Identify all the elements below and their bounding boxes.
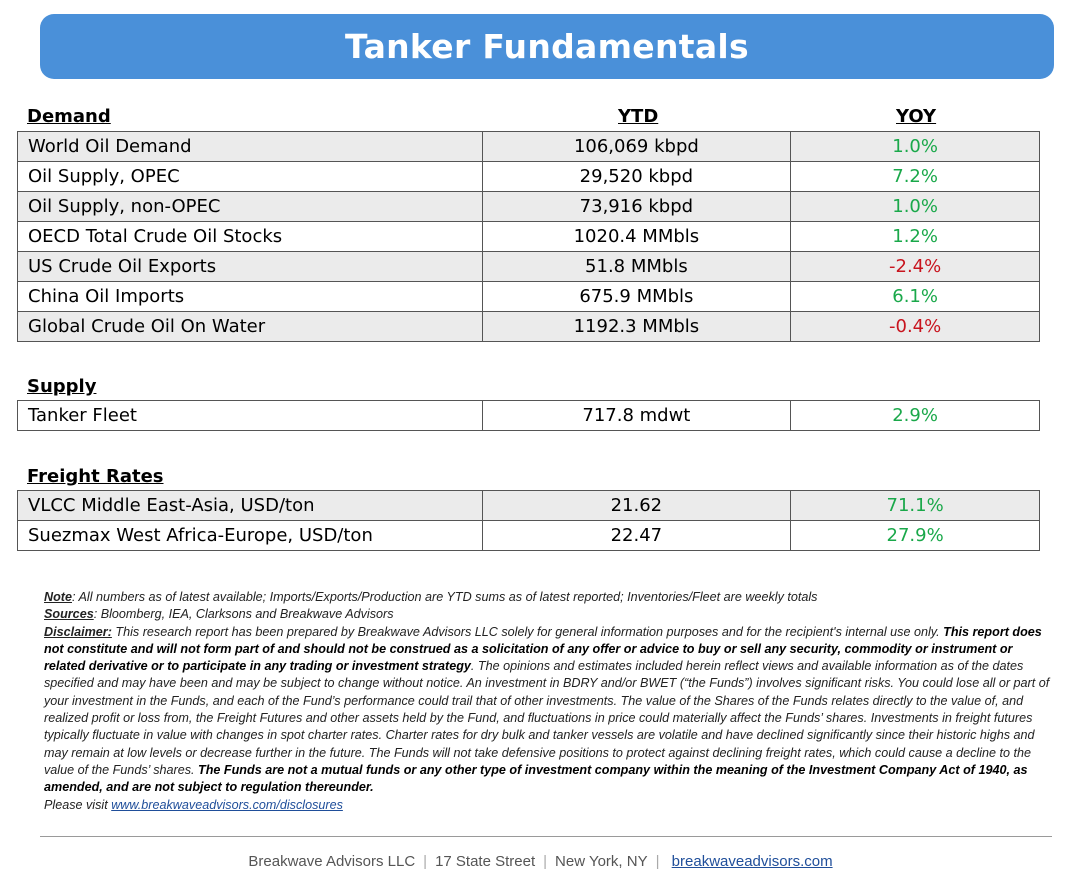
yoy-value: 71.1% — [790, 490, 1040, 521]
table-row: US Crude Oil Exports 51.8 MMbls -2.4% — [17, 251, 1040, 282]
disclaimer-bold-2: The Funds are not a mutual funds or any … — [44, 762, 1028, 795]
ytd-value: 21.62 — [481, 490, 792, 521]
ytd-value: 106,069 kbpd — [481, 131, 792, 162]
note-line: Note: All numbers as of latest available… — [44, 589, 1052, 606]
page-title: Tanker Fundamentals — [345, 27, 749, 66]
footer-separator: | — [423, 853, 428, 870]
ytd-value: 29,520 kbpd — [481, 161, 792, 192]
freight-table: VLCC Middle East-Asia, USD/ton 21.62 71.1%… — [17, 490, 1040, 551]
yoy-value: 27.9% — [790, 520, 1040, 551]
row-label: Global Crude Oil On Water — [17, 311, 483, 342]
row-label: Tanker Fleet — [17, 400, 483, 431]
freight-heading: Freight Rates — [27, 466, 164, 487]
footer-divider — [40, 836, 1052, 837]
table-row: Suezmax West Africa-Europe, USD/ton 22.47… — [17, 520, 1040, 551]
ytd-value: 717.8 mdwt — [481, 400, 792, 431]
disclaimer-text-2: . The opinions and estimates included he… — [44, 659, 1050, 777]
table-row: VLCC Middle East-Asia, USD/ton 21.62 71.1% — [17, 490, 1040, 521]
table-row: Oil Supply, OPEC 29,520 kbpd 7.2% — [17, 161, 1040, 192]
yoy-value: 1.0% — [790, 191, 1040, 222]
yoy-value: 1.0% — [790, 131, 1040, 162]
table-row: World Oil Demand 106,069 kbpd 1.0% — [17, 131, 1040, 162]
yoy-value: -2.4% — [790, 251, 1040, 282]
table-row: OECD Total Crude Oil Stocks 1020.4 MMbls 1… — [17, 221, 1040, 252]
sources-text: : Bloomberg, IEA, Clarksons and Breakwav… — [93, 607, 394, 622]
ytd-column-header: YTD — [618, 106, 659, 127]
footer-company: Breakwave Advisors LLC — [248, 853, 416, 870]
table-row: Global Crude Oil On Water 1192.3 MMbls -0.… — [17, 311, 1040, 342]
disclosures-link[interactable]: www.breakwaveadvisors.com/disclosures — [111, 797, 343, 812]
supply-table: Tanker Fleet 717.8 mdwt 2.9% — [17, 400, 1040, 431]
row-label: World Oil Demand — [17, 131, 483, 162]
footer-separator: | — [543, 853, 548, 870]
ytd-value: 675.9 MMbls — [481, 281, 792, 312]
note-text: : All numbers as of latest available; Im… — [72, 590, 818, 604]
visit-line: Please visit www.breakwaveadvisors.com/d… — [44, 797, 1052, 814]
disclaimer-bold-1: This report does not constitute and will… — [44, 624, 1042, 674]
disclaimer-label: Disclaimer: — [44, 624, 112, 639]
footer: Breakwave Advisors LLC | 17 State Street | N… — [0, 853, 1081, 870]
row-label: China Oil Imports — [17, 281, 483, 312]
row-label: Oil Supply, OPEC — [17, 161, 483, 192]
footer-website-link[interactable]: breakwaveadvisors.com — [671, 853, 833, 870]
yoy-value: 7.2% — [790, 161, 1040, 192]
ytd-value: 22.47 — [481, 520, 792, 551]
table-row: Oil Supply, non-OPEC 73,916 kbpd 1.0% — [17, 191, 1040, 222]
yoy-value: 2.9% — [790, 400, 1040, 431]
row-label: OECD Total Crude Oil Stocks — [17, 221, 483, 252]
row-label: VLCC Middle East-Asia, USD/ton — [17, 490, 483, 521]
footer-address: 17 State Street — [435, 853, 536, 870]
yoy-value: 1.2% — [790, 221, 1040, 252]
demand-heading: Demand — [27, 106, 111, 127]
ytd-value: 1192.3 MMbls — [481, 311, 792, 342]
note-label: Note — [44, 590, 72, 604]
disclaimer-text-1: This research report has been prepared b… — [111, 624, 940, 639]
row-label: US Crude Oil Exports — [17, 251, 483, 282]
footer-city: New York, NY — [555, 853, 648, 870]
visit-text: Please visit — [44, 797, 112, 812]
table-row: China Oil Imports 675.9 MMbls 6.1% — [17, 281, 1040, 312]
yoy-value: 6.1% — [790, 281, 1040, 312]
ytd-value: 51.8 MMbls — [481, 251, 792, 282]
sources-label: Sources — [44, 607, 94, 622]
sources-line: Sources: Bloomberg, IEA, Clarksons and B… — [44, 606, 1052, 623]
row-label: Oil Supply, non-OPEC — [17, 191, 483, 222]
demand-table: World Oil Demand 106,069 kbpd 1.0% Oil Supp… — [17, 131, 1040, 342]
ytd-value: 73,916 kbpd — [481, 191, 792, 222]
row-label: Suezmax West Africa-Europe, USD/ton — [17, 520, 483, 551]
title-banner: Tanker Fundamentals — [40, 14, 1054, 79]
yoy-column-header: YOY — [896, 106, 937, 127]
ytd-value: 1020.4 MMbls — [481, 221, 792, 252]
disclaimer-paragraph: Disclaimer: This research report has bee… — [44, 624, 1052, 797]
supply-heading: Supply — [27, 376, 97, 397]
disclaimer-block: Note: All numbers as of latest available… — [44, 589, 1052, 814]
yoy-value: -0.4% — [790, 311, 1040, 342]
footer-separator: | — [655, 853, 660, 870]
table-row: Tanker Fleet 717.8 mdwt 2.9% — [17, 400, 1040, 431]
